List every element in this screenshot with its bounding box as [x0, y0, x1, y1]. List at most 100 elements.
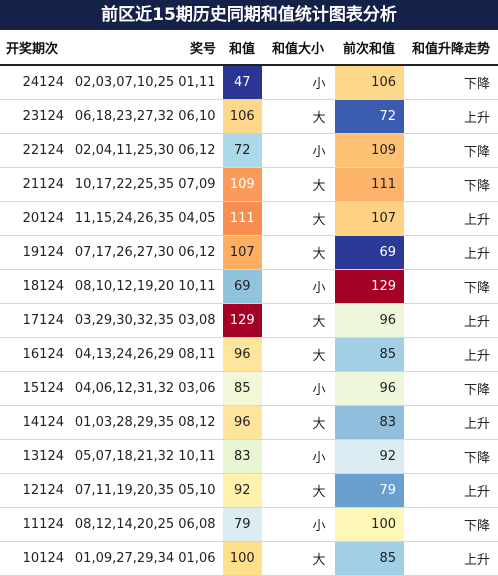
- cell-trend: 下降: [404, 167, 498, 202]
- cell-trend: 下降: [404, 65, 498, 100]
- cell-period: 10124: [0, 541, 68, 576]
- cell-size: 大: [262, 201, 334, 236]
- cell-sum: 83: [221, 439, 262, 474]
- table-row: 24124 02,03,07,10,25 01,11 47 小 106 下降: [0, 65, 498, 100]
- cell-prev-sum: 109: [333, 133, 404, 168]
- table-row: 19124 07,17,26,27,30 06,12 107 大 69 上升: [0, 235, 498, 270]
- cell-sum: 109: [221, 167, 262, 202]
- cell-prev-sum: 129: [333, 269, 404, 304]
- cell-trend: 下降: [404, 507, 498, 542]
- cell-size: 小: [262, 439, 334, 474]
- header-numbers: 奖号: [68, 30, 222, 66]
- table-row: 15124 04,06,12,31,32 03,06 85 小 96 下降: [0, 371, 498, 406]
- cell-sum: 72: [221, 133, 262, 168]
- cell-sum: 79: [221, 507, 262, 542]
- cell-period: 18124: [0, 269, 68, 304]
- cell-prev-sum: 85: [333, 541, 404, 576]
- cell-numbers: 03,29,30,32,35 03,08: [68, 303, 222, 338]
- cell-prev-sum: 83: [333, 405, 404, 440]
- table-row: 13124 05,07,18,21,32 10,11 83 小 92 下降: [0, 439, 498, 474]
- cell-prev-sum: 100: [333, 507, 404, 542]
- cell-period: 22124: [0, 133, 68, 168]
- cell-period: 15124: [0, 371, 68, 406]
- cell-sum: 96: [221, 405, 262, 440]
- cell-period: 20124: [0, 201, 68, 236]
- cell-numbers: 04,13,24,26,29 08,11: [68, 337, 222, 372]
- table-body: 24124 02,03,07,10,25 01,11 47 小 106 下降 23124 06…: [0, 65, 498, 576]
- cell-sum: 85: [221, 371, 262, 406]
- cell-numbers: 07,11,19,20,35 05,10: [68, 473, 222, 508]
- table-row: 14124 01,03,28,29,35 08,12 96 大 83 上升: [0, 405, 498, 440]
- cell-prev-sum: 106: [333, 65, 404, 100]
- cell-period: 19124: [0, 235, 68, 270]
- cell-sum: 96: [221, 337, 262, 372]
- cell-sum: 69: [221, 269, 262, 304]
- header-period: 开奖期次: [0, 30, 68, 66]
- cell-period: 13124: [0, 439, 68, 474]
- cell-size: 大: [262, 167, 334, 202]
- cell-trend: 上升: [404, 201, 498, 236]
- cell-size: 小: [262, 133, 334, 168]
- table-row: 21124 10,17,22,25,35 07,09 109 大 111 下降: [0, 167, 498, 202]
- cell-period: 23124: [0, 99, 68, 134]
- cell-sum: 129: [221, 303, 262, 338]
- cell-numbers: 04,06,12,31,32 03,06: [68, 371, 222, 406]
- cell-trend: 上升: [404, 405, 498, 440]
- cell-trend: 下降: [404, 439, 498, 474]
- cell-sum: 47: [221, 65, 262, 100]
- table-row: 18124 08,10,12,19,20 10,11 69 小 129 下降: [0, 269, 498, 304]
- header-size: 和值大小: [262, 30, 334, 66]
- table-header-row: 开奖期次 奖号 和值 和值大小 前次和值 和值升降走势: [0, 30, 498, 66]
- cell-numbers: 08,10,12,19,20 10,11: [68, 269, 222, 304]
- table-row: 23124 06,18,23,27,32 06,10 106 大 72 上升: [0, 99, 498, 134]
- cell-period: 21124: [0, 167, 68, 202]
- page-title: 前区近15期历史同期和值统计图表分析: [0, 0, 498, 30]
- cell-trend: 上升: [404, 541, 498, 576]
- table-row: 20124 11,15,24,26,35 04,05 111 大 107 上升: [0, 201, 498, 236]
- cell-size: 大: [262, 303, 334, 338]
- cell-prev-sum: 111: [333, 167, 404, 202]
- cell-prev-sum: 69: [333, 235, 404, 270]
- cell-period: 16124: [0, 337, 68, 372]
- cell-numbers: 05,07,18,21,32 10,11: [68, 439, 222, 474]
- cell-prev-sum: 72: [333, 99, 404, 134]
- cell-sum: 111: [221, 201, 262, 236]
- cell-period: 24124: [0, 65, 68, 100]
- table-row: 12124 07,11,19,20,35 05,10 92 大 79 上升: [0, 473, 498, 508]
- cell-size: 大: [262, 473, 334, 508]
- cell-size: 大: [262, 405, 334, 440]
- cell-prev-sum: 96: [333, 303, 404, 338]
- header-trend: 和值升降走势: [404, 30, 498, 66]
- cell-trend: 上升: [404, 473, 498, 508]
- cell-numbers: 01,03,28,29,35 08,12: [68, 405, 222, 440]
- sum-stats-table: 开奖期次 奖号 和值 和值大小 前次和值 和值升降走势 24124 02,03,0…: [0, 30, 498, 576]
- cell-numbers: 07,17,26,27,30 06,12: [68, 235, 222, 270]
- cell-period: 17124: [0, 303, 68, 338]
- cell-prev-sum: 85: [333, 337, 404, 372]
- cell-trend: 上升: [404, 303, 498, 338]
- cell-sum: 107: [221, 235, 262, 270]
- cell-numbers: 06,18,23,27,32 06,10: [68, 99, 222, 134]
- cell-numbers: 10,17,22,25,35 07,09: [68, 167, 222, 202]
- cell-size: 大: [262, 99, 334, 134]
- cell-period: 14124: [0, 405, 68, 440]
- cell-trend: 上升: [404, 99, 498, 134]
- table-row: 16124 04,13,24,26,29 08,11 96 大 85 上升: [0, 337, 498, 372]
- cell-sum: 106: [221, 99, 262, 134]
- cell-numbers: 01,09,27,29,34 01,06: [68, 541, 222, 576]
- cell-trend: 下降: [404, 371, 498, 406]
- header-prev-sum: 前次和值: [334, 30, 404, 66]
- cell-numbers: 02,04,11,25,30 06,12: [68, 133, 222, 168]
- cell-size: 大: [262, 235, 334, 270]
- cell-numbers: 02,03,07,10,25 01,11: [68, 65, 222, 100]
- table-row: 10124 01,09,27,29,34 01,06 100 大 85 上升: [0, 541, 498, 576]
- cell-numbers: 11,15,24,26,35 04,05: [68, 201, 222, 236]
- cell-size: 小: [262, 269, 334, 304]
- cell-period: 11124: [0, 507, 68, 542]
- cell-prev-sum: 92: [333, 439, 404, 474]
- cell-size: 小: [262, 371, 334, 406]
- cell-prev-sum: 79: [333, 473, 404, 508]
- cell-trend: 下降: [404, 133, 498, 168]
- table-row: 11124 08,12,14,20,25 06,08 79 小 100 下降: [0, 507, 498, 542]
- cell-size: 大: [262, 337, 334, 372]
